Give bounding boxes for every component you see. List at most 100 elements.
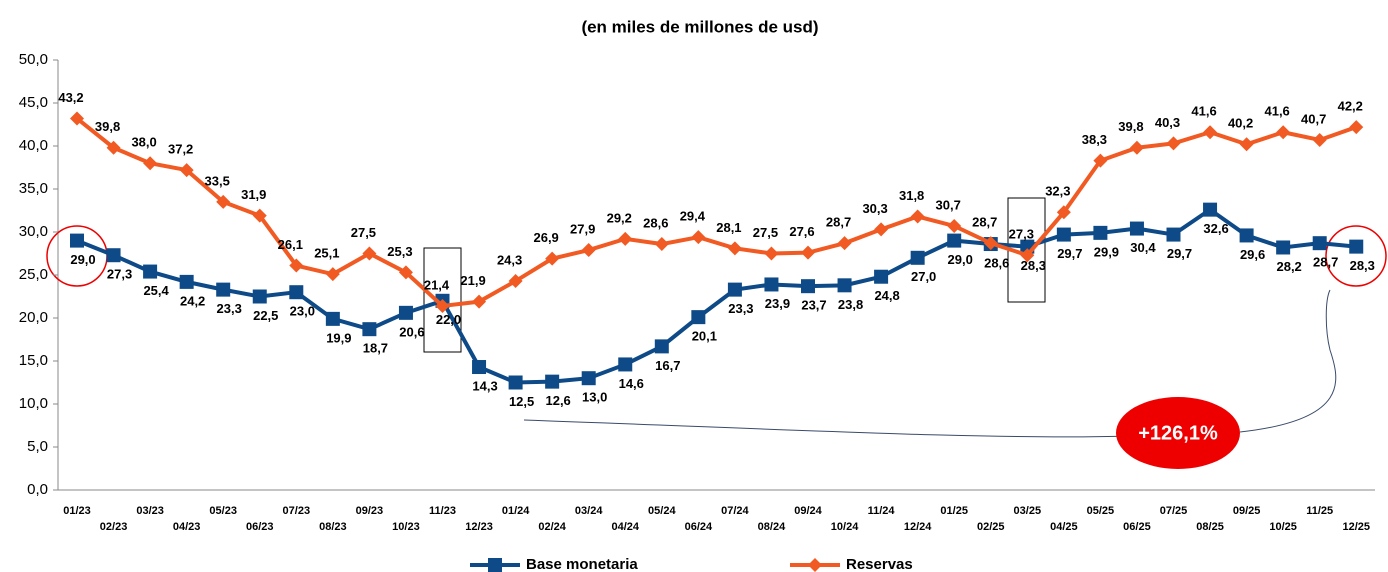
marker	[179, 163, 194, 178]
marker	[70, 233, 84, 248]
marker	[874, 269, 889, 284]
value-label: 20,6	[399, 324, 424, 339]
value-label: 39,8	[95, 119, 120, 134]
marker	[70, 111, 84, 126]
value-label: 23,3	[217, 301, 242, 316]
value-label: 24,3	[497, 252, 522, 267]
value-label: 27,0	[911, 269, 936, 284]
value-label: 38,3	[1082, 132, 1107, 147]
value-label: 28,3	[1350, 258, 1375, 273]
marker	[837, 236, 852, 251]
legend-label: Reservas	[846, 556, 913, 572]
x-tick-label: 09/24	[794, 505, 822, 517]
value-label: 29,4	[680, 209, 706, 224]
y-tick-label: 50,0	[19, 51, 48, 68]
marker	[837, 278, 852, 293]
marker	[618, 231, 633, 246]
x-tick-label: 12/23	[465, 521, 493, 533]
value-label: 29,7	[1057, 246, 1082, 261]
connector	[1239, 289, 1337, 433]
x-tick-label: 04/24	[611, 521, 639, 533]
value-label: 28,3	[1021, 258, 1046, 273]
marker	[691, 230, 706, 245]
value-label: 27,3	[1009, 227, 1034, 242]
y-tick-label: 0,0	[27, 481, 48, 498]
value-label: 29,7	[1167, 246, 1192, 261]
x-tick-label: 09/23	[356, 505, 384, 517]
value-label: 24,8	[874, 288, 899, 303]
x-tick-label: 06/24	[685, 521, 713, 533]
marker	[910, 209, 925, 224]
marker	[508, 375, 523, 390]
value-label: 23,3	[728, 301, 753, 316]
value-label: 13,0	[582, 390, 607, 405]
marker	[654, 339, 669, 354]
x-tick-label: 10/23	[392, 521, 420, 533]
marker	[1020, 248, 1035, 263]
value-label: 30,3	[862, 201, 887, 216]
marker	[1239, 228, 1254, 243]
x-tick-label: 01/23	[63, 505, 91, 517]
x-tick-label: 11/24	[868, 505, 896, 517]
value-label: 27,5	[351, 225, 376, 240]
value-label: 25,1	[314, 246, 339, 261]
marker	[618, 357, 633, 372]
chart-title: (en miles de millones de usd)	[581, 17, 818, 36]
legend-marker	[488, 558, 502, 572]
marker	[1239, 137, 1254, 152]
marker	[801, 245, 815, 260]
marker	[947, 218, 962, 233]
marker	[874, 222, 889, 237]
value-label: 23,7	[801, 298, 826, 313]
connector	[523, 419, 1131, 438]
marker	[581, 243, 596, 258]
marker	[398, 265, 413, 280]
marker	[1312, 132, 1327, 147]
marker	[508, 274, 523, 289]
value-label: 28,7	[972, 215, 997, 230]
marker	[581, 371, 596, 386]
value-label: 28,6	[984, 255, 1009, 270]
marker	[106, 248, 121, 263]
value-label: 40,7	[1301, 111, 1326, 126]
marker	[1093, 225, 1108, 240]
x-tick-label: 01/24	[502, 505, 530, 517]
value-label: 28,2	[1276, 259, 1301, 274]
value-label: 20,1	[692, 329, 717, 344]
x-tick-label: 02/23	[100, 521, 128, 533]
value-label: 29,2	[607, 210, 632, 225]
value-label: 41,6	[1191, 104, 1216, 119]
legend-marker	[808, 558, 822, 572]
x-tick-label: 07/25	[1160, 505, 1188, 517]
marker	[983, 236, 998, 251]
decor	[46, 197, 1387, 469]
x-tick-label: 05/24	[648, 505, 676, 517]
value-label: 31,8	[899, 188, 924, 203]
value-label: 19,9	[326, 330, 351, 345]
value-label: 28,6	[643, 215, 668, 230]
x-tick-label: 05/23	[209, 505, 237, 517]
value-label: 29,6	[1240, 247, 1265, 262]
series-line	[75, 116, 1357, 309]
marker	[1056, 227, 1071, 242]
marker	[910, 250, 925, 265]
legend-label: Base monetaria	[526, 556, 638, 572]
y-tick-label: 45,0	[19, 94, 48, 111]
x-tick-label: 03/24	[575, 505, 603, 517]
x-tick-label: 06/23	[246, 521, 274, 533]
highlight-circle	[1325, 225, 1387, 287]
value-label: 26,1	[278, 237, 303, 252]
value-label: 37,2	[168, 142, 193, 157]
value-label: 29,0	[70, 252, 95, 267]
annotation: +126,1%	[1138, 422, 1218, 444]
value-label: 27,5	[753, 225, 778, 240]
marker	[143, 264, 158, 279]
x-tick-label: 08/23	[319, 521, 347, 533]
x-tick-label: 02/25	[977, 521, 1005, 533]
value-label: 28,7	[1313, 255, 1338, 270]
series-line	[76, 207, 1357, 385]
highlight-box	[423, 247, 462, 353]
value-label: 28,1	[716, 220, 741, 235]
annotation-bubble	[1116, 397, 1240, 469]
